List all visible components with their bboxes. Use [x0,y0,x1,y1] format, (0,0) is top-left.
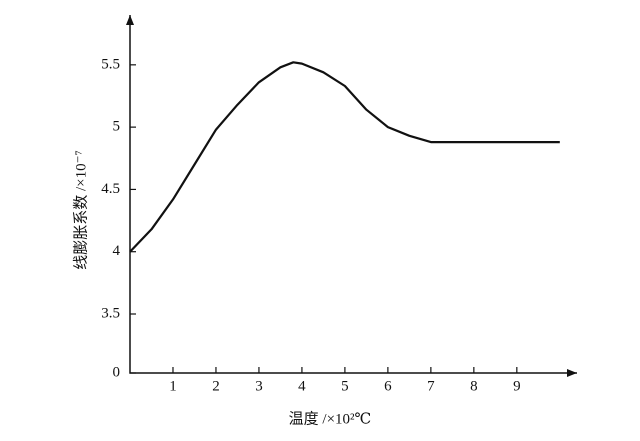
y-axis-label: 线膨胀系数 /×10⁻⁷ [72,150,89,270]
x-tick-label: 7 [427,378,435,394]
x-tick-label: 9 [513,378,521,394]
x-tick-label: 3 [255,378,263,394]
y-axis-arrow [126,15,134,25]
y-tick-label: 5 [113,119,121,135]
y-tick-label: 4 [113,243,121,259]
x-tick-label: 8 [470,378,478,394]
y-tick-label: 5.5 [101,56,120,72]
x-tick-label: 2 [212,378,220,394]
x-axis-label: 温度 /×10²℃ [289,410,372,427]
y-tick-label: 4.5 [101,181,120,197]
data-line [129,61,560,253]
x-tick-label: 6 [384,378,392,394]
x-tick-label: 4 [298,378,306,394]
x-axis-arrow [567,369,577,377]
x-tick-label: 1 [169,378,177,394]
axis-lines [129,15,577,374]
y-tick-label: 0 [113,364,121,380]
y-tick-label: 3.5 [101,305,120,321]
x-tick-label: 5 [341,378,349,394]
